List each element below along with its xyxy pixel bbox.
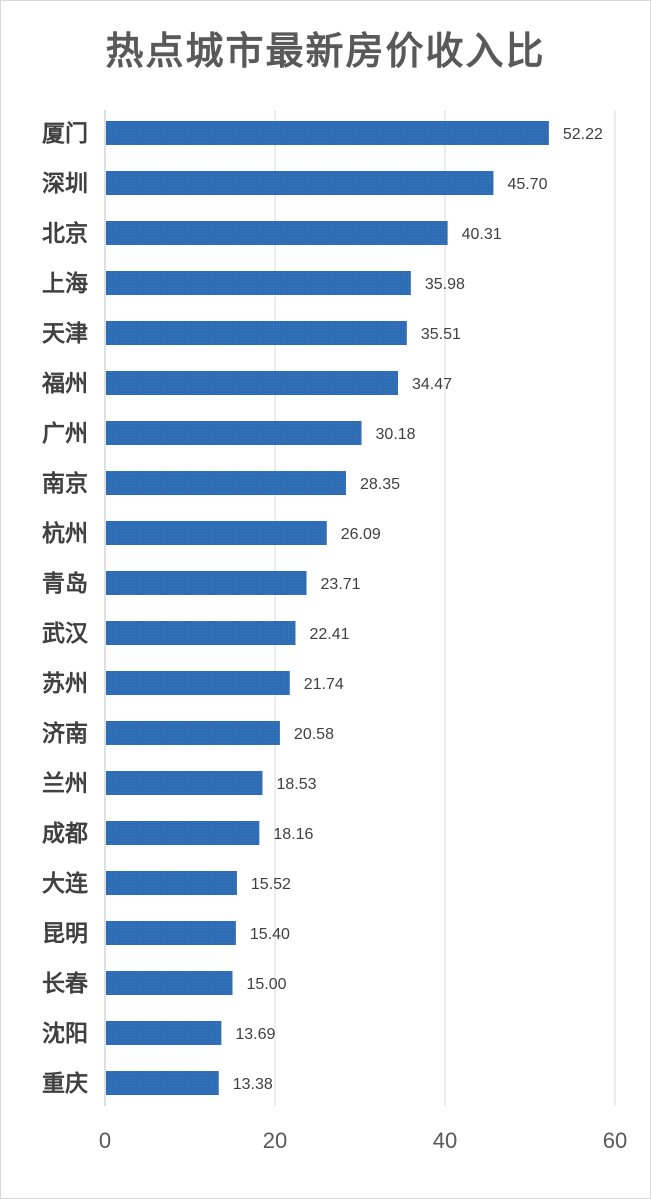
bar-10 (106, 621, 296, 645)
value-label: 15.40 (250, 926, 290, 943)
bar-0 (106, 121, 549, 145)
category-label: 南京 (42, 470, 88, 497)
category-label: 天津 (42, 320, 88, 347)
value-label: 15.00 (247, 976, 287, 993)
category-label: 青岛 (42, 570, 88, 597)
x-tick-label: 60 (603, 1128, 627, 1153)
value-label: 28.35 (360, 476, 400, 493)
value-label: 45.70 (507, 176, 547, 193)
value-label: 52.22 (563, 126, 603, 143)
category-label: 济南 (42, 720, 88, 747)
value-label: 40.31 (462, 226, 502, 243)
bar-13 (106, 771, 263, 795)
value-label: 18.53 (277, 776, 317, 793)
category-label: 深圳 (42, 171, 88, 197)
value-label: 21.74 (304, 676, 344, 693)
value-label: 15.52 (251, 876, 291, 893)
bar-14 (106, 821, 260, 845)
value-label: 23.71 (321, 576, 361, 593)
value-label: 13.38 (233, 1076, 273, 1093)
gridlines (104, 110, 616, 1106)
category-label: 昆明 (42, 921, 88, 947)
bar-1 (106, 171, 494, 195)
value-label: 34.47 (412, 376, 452, 393)
bar-3 (106, 271, 411, 295)
category-label: 杭州 (42, 520, 88, 547)
value-label: 26.09 (341, 526, 381, 543)
bar-4 (106, 321, 407, 345)
category-label: 武汉 (42, 621, 89, 647)
category-label: 北京 (42, 220, 88, 247)
bars (106, 121, 549, 1095)
bar-19 (106, 1071, 219, 1095)
bar-8 (106, 521, 327, 545)
bar-9 (106, 571, 307, 595)
value-label: 13.69 (235, 1026, 275, 1043)
x-tick-label: 40 (433, 1128, 457, 1153)
bar-16 (106, 921, 236, 945)
labels: 0 20 40 60 厦门 52.22 深圳 45.70 北京 40.31 上海 35.98 天津 35.… (41, 120, 627, 1153)
bar-18 (106, 1021, 222, 1045)
category-label: 成都 (42, 821, 88, 847)
bar-17 (106, 971, 233, 995)
bar-5 (106, 371, 398, 395)
category-label: 厦门 (42, 120, 88, 147)
bar-12 (106, 721, 280, 745)
x-tick-label: 0 (99, 1128, 111, 1153)
value-label: 35.98 (425, 276, 465, 293)
bar-2 (106, 221, 448, 245)
value-label: 35.51 (421, 326, 461, 343)
value-label: 18.16 (273, 826, 313, 843)
category-label: 福州 (41, 371, 88, 397)
bar-15 (106, 871, 237, 895)
bar-6 (106, 421, 362, 445)
bar-7 (106, 471, 346, 495)
category-label: 大连 (42, 870, 89, 897)
category-label: 重庆 (42, 1070, 88, 1097)
category-label: 上海 (42, 270, 88, 297)
value-label: 20.58 (294, 726, 334, 743)
chart-title: 热点城市最新房价收入比 (105, 28, 546, 73)
category-label: 兰州 (42, 770, 88, 797)
x-tick-label: 20 (263, 1128, 287, 1153)
category-label: 苏州 (42, 671, 88, 697)
value-label: 22.41 (309, 626, 349, 643)
category-label: 长春 (42, 971, 89, 997)
category-label: 广州 (42, 420, 88, 447)
bar-11 (106, 671, 290, 695)
value-label: 30.18 (376, 426, 416, 443)
category-label: 沈阳 (42, 1021, 88, 1047)
